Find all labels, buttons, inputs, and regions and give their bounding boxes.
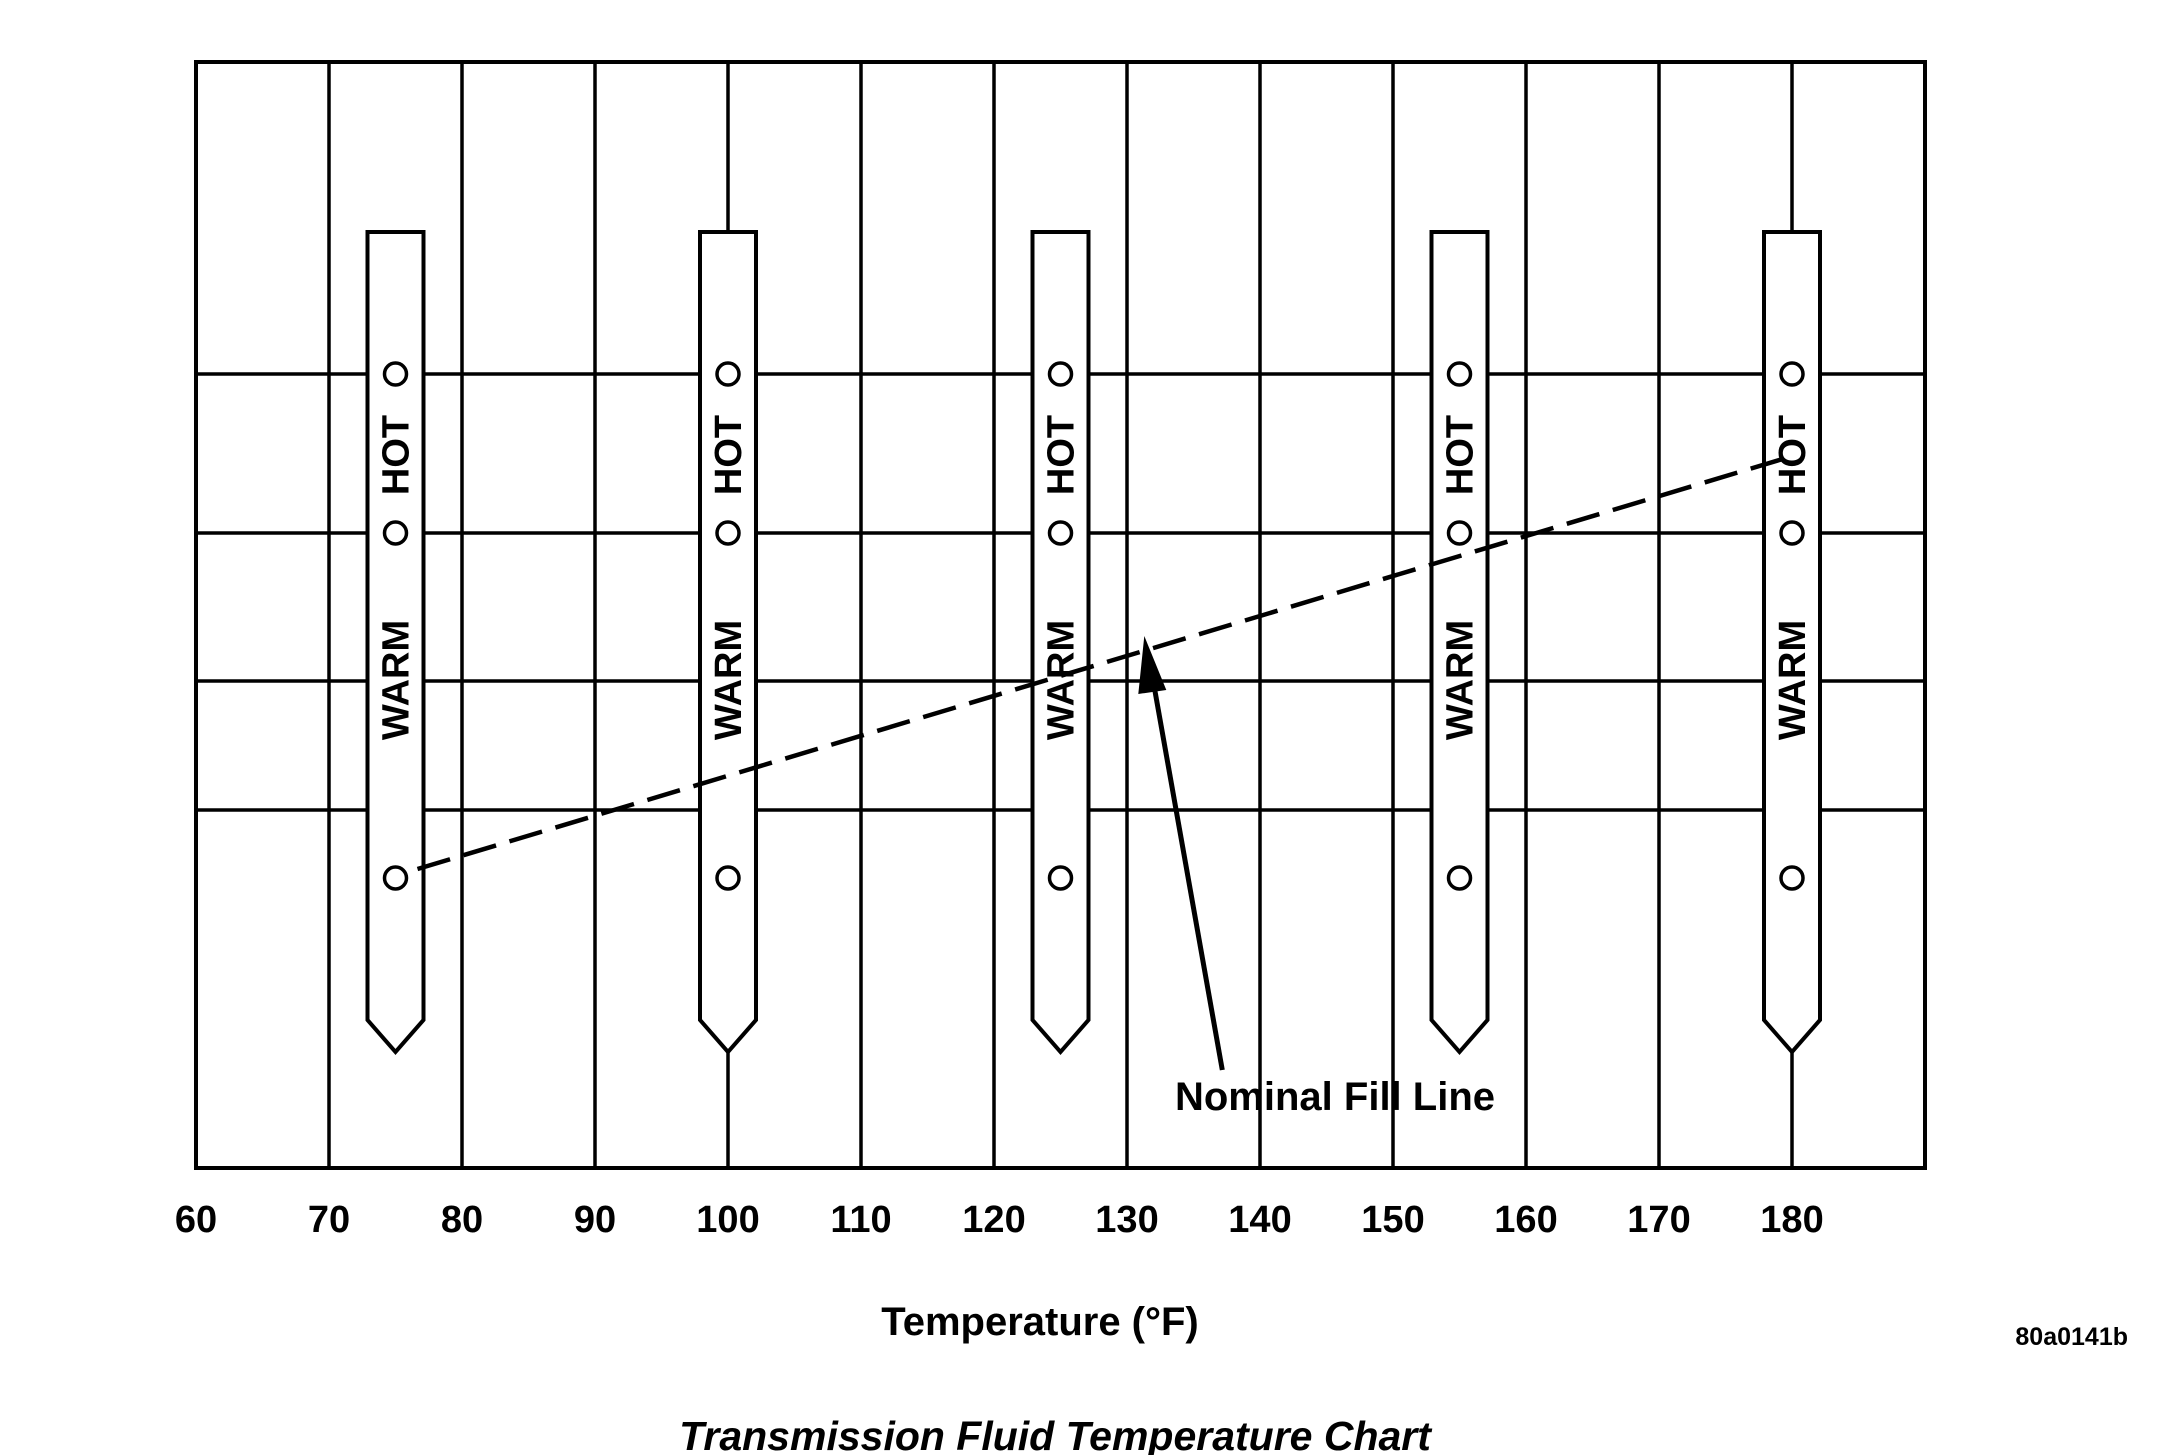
dipstick-blade xyxy=(1030,230,1091,1056)
dipstick-blade xyxy=(1762,230,1822,1056)
figure-id: 80a0141b xyxy=(2015,1323,2128,1351)
dipstick-warm-label: WARM xyxy=(1772,620,1814,740)
x-tick-label: 110 xyxy=(830,1199,891,1241)
x-tick-label: 90 xyxy=(574,1199,616,1241)
dipstick-hole xyxy=(1446,361,1473,387)
x-axis-title: Temperature (°F) xyxy=(881,1300,1199,1344)
annotation-arrow-head xyxy=(1138,636,1167,694)
x-tick-label: 70 xyxy=(308,1199,350,1241)
dipstick-hot-label: HOT xyxy=(376,415,418,495)
dipstick-hole xyxy=(1779,520,1805,546)
dipstick: HOT WARM xyxy=(1762,230,1822,1056)
annotation-arrow-shaft xyxy=(1149,675,1225,1071)
dipstick-hole xyxy=(715,865,741,891)
dipstick-hole xyxy=(1047,520,1074,546)
dipstick-hot-label: HOT xyxy=(1041,415,1083,495)
dipstick-hole xyxy=(1779,361,1805,387)
x-tick-label: 130 xyxy=(1095,1199,1158,1241)
dipstick-hole xyxy=(382,865,409,891)
chart-title: Transmission Fluid Temperature Chart xyxy=(679,1413,1433,1455)
dipstick-hole xyxy=(1047,865,1074,891)
x-tick-label: 60 xyxy=(175,1199,217,1241)
fill-line-layer xyxy=(416,452,1797,1071)
dipstick-warm-label: WARM xyxy=(376,620,418,740)
dipstick-hole xyxy=(382,520,409,546)
dipstick-hot-label: HOT xyxy=(708,415,750,495)
dipstick-warm-label: WARM xyxy=(1440,620,1482,740)
dipstick: HOT WARM xyxy=(698,230,758,1056)
annotation-label: Nominal Fill Line xyxy=(1175,1075,1495,1119)
dipstick-hole xyxy=(715,361,741,387)
dipstick-blade xyxy=(698,230,758,1056)
dipstick-warm-label: WARM xyxy=(708,620,750,740)
x-tick-label: 140 xyxy=(1228,1199,1291,1241)
dipstick-hot-label: HOT xyxy=(1772,415,1814,495)
dipstick-hole xyxy=(1446,865,1473,891)
dipstick-hole xyxy=(1047,361,1074,387)
dipstick-blade xyxy=(365,230,426,1056)
x-tick-label: 80 xyxy=(441,1199,483,1241)
x-tick-label: 170 xyxy=(1627,1199,1690,1241)
dipstick-hole xyxy=(1779,865,1805,891)
dipstick-hole xyxy=(382,361,409,387)
nominal-fill-line xyxy=(416,452,1797,872)
x-tick-label: 120 xyxy=(962,1199,1025,1241)
dipstick-hot-label: HOT xyxy=(1440,415,1482,495)
dipstick-hole xyxy=(1446,520,1473,546)
x-tick-label: 150 xyxy=(1361,1199,1424,1241)
x-tick-label: 160 xyxy=(1494,1199,1557,1241)
x-tick-labels: 60 70 80 90 100 110 120 130 140 150 160 170 180 xyxy=(175,1199,1824,1241)
x-tick-label: 180 xyxy=(1760,1199,1823,1241)
dipstick-blade xyxy=(1429,230,1490,1056)
dipstick: HOT WARM xyxy=(1429,230,1490,1056)
dipstick: HOT WARM xyxy=(365,230,426,1056)
x-tick-label: 100 xyxy=(696,1199,759,1241)
plot-frame xyxy=(194,60,1927,1170)
dipstick-hole xyxy=(715,520,741,546)
